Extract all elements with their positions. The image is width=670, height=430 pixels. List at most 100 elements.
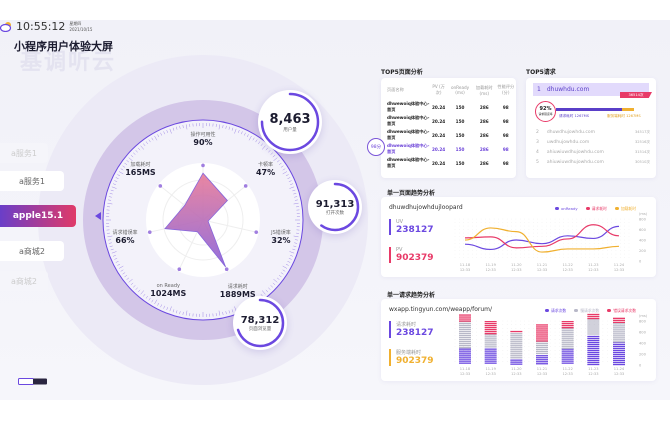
- dial-tick: [261, 290, 266, 295]
- bar-segment-请求次数: [484, 360, 497, 362]
- x-tick-label: 11-20 12:33: [511, 263, 522, 272]
- radar-axis-dot: [147, 230, 152, 234]
- dial-tick: [176, 310, 178, 314]
- bar-segment-请求次数: [484, 354, 497, 356]
- rank: 5: [536, 160, 539, 165]
- dial-tick: [225, 125, 227, 129]
- service-item[interactable]: a服务1: [0, 143, 48, 163]
- radar-label: JS错误率 32%: [271, 229, 291, 245]
- bar-segment-慢请求次数: [459, 339, 471, 341]
- bar-segment-慢请求次数: [484, 346, 497, 348]
- legend-item[interactable]: 加载耗时: [614, 206, 636, 212]
- legend-item[interactable]: 请求耗时: [585, 206, 607, 212]
- request-item[interactable]: 2 dhuwdhujowhdu.com 34517次: [536, 130, 650, 140]
- progress-ring: [310, 182, 360, 232]
- request-item[interactable]: 5 ahiuwiuwdhujowhdu.com 30510次: [536, 160, 650, 170]
- table-row[interactable]: dhwewoiq体验中心-首页 20.24 150 286 98: [381, 156, 516, 170]
- bar-segment-错误请求次数: [510, 330, 523, 333]
- bar-segment-请求次数: [613, 349, 625, 352]
- x-tick-label: 11-24 12:33: [614, 263, 625, 272]
- dial-tick: [137, 147, 141, 151]
- bar-segment-慢请求次数: [459, 325, 471, 327]
- bar-segment-错误请求次数: [561, 327, 574, 329]
- legend-item[interactable]: 慢请求次数: [574, 308, 599, 314]
- request-url: ahiuwiuwdhujowhdu.com: [546, 160, 604, 165]
- legend: onReady 请求耗时 加载耗时: [555, 206, 636, 212]
- kpi-value: 238127: [396, 328, 434, 338]
- bar-segment-请求次数: [484, 358, 497, 360]
- dial-tick: [282, 168, 286, 171]
- bar-segment-错误请求次数: [536, 336, 548, 338]
- table-row[interactable]: dhwewoiq体验中心-首页 20.24 150 286 98: [381, 142, 516, 156]
- legend-item[interactable]: onReady: [555, 206, 578, 212]
- rank: 3: [536, 140, 539, 145]
- bar-segment-请求次数: [587, 363, 600, 366]
- dial-tick: [225, 311, 227, 315]
- line-series-onReady: [464, 225, 620, 251]
- legend-item[interactable]: 错误请求次数: [607, 308, 636, 314]
- bar-segment-错误请求次数: [536, 324, 548, 326]
- radar-label-name: 卡顿率: [258, 162, 274, 169]
- dial-tick: [179, 311, 181, 315]
- radar-label: on Ready 1024MS: [150, 283, 186, 298]
- bar-segment-请求次数: [459, 356, 471, 358]
- service-item[interactable]: apple15.1: [0, 205, 76, 227]
- dial-tick: [111, 186, 117, 189]
- y-tick-label: 600: [639, 228, 647, 232]
- bar-segment-慢请求次数: [613, 339, 625, 341]
- request-count: 32516次: [634, 140, 650, 144]
- radar-label-name: on Ready: [156, 283, 180, 290]
- bar-segment-慢请求次数: [536, 352, 548, 355]
- bar-segment-错误请求次数: [587, 313, 600, 316]
- dial-tick: [272, 282, 276, 286]
- legend-label: onReady: [561, 206, 578, 211]
- column-header: 加载耗时 (ms): [475, 84, 493, 96]
- legend-item[interactable]: 请求次数: [545, 308, 566, 314]
- bar-segment-请求次数: [613, 347, 625, 350]
- dial-tick: [110, 189, 114, 192]
- request-count: 30510次: [634, 160, 650, 164]
- request-item[interactable]: 3 uwdhujowhdu.com 32516次: [536, 140, 650, 150]
- request-item[interactable]: 4 ahiuwiuwdhujowhdu.com 31514次: [536, 150, 650, 160]
- count-badge: 36514次: [620, 92, 652, 98]
- table-row[interactable]: dhwewoiq体验中心-首页 20.24 150 286 98: [381, 128, 516, 142]
- service-item[interactable]: a商城2: [0, 271, 48, 291]
- line-series-请求耗时: [464, 224, 620, 249]
- dial-tick: [294, 196, 298, 198]
- y-tick-label: 0: [639, 364, 642, 368]
- dial-tick: [234, 128, 237, 134]
- dial-tick: [143, 293, 146, 297]
- chart-title: dhuwdhujowhdujloopard: [389, 204, 463, 211]
- bar-segment-慢请求次数: [459, 333, 471, 335]
- bar-segment-慢请求次数: [613, 329, 625, 331]
- kpi-value: 902379: [396, 253, 434, 263]
- server-time-label: 服务端耗时 1267MS: [607, 114, 641, 118]
- bar-segment-慢请求次数: [510, 349, 523, 351]
- bar-segment-慢请求次数: [510, 351, 523, 353]
- dial-tick: [270, 285, 273, 288]
- y-axis-label: (ms): [639, 314, 648, 318]
- table-row[interactable]: dhwewoiq体验中心-首页 20.24 150 286 98: [381, 100, 516, 114]
- dial-tick: [280, 272, 284, 275]
- dial-tick: [288, 180, 292, 182]
- page-toggle[interactable]: [18, 378, 48, 386]
- bar-segment-慢请求次数: [561, 339, 574, 341]
- dial-tick: [166, 307, 168, 311]
- request-url: uwdhujowhdu.com: [546, 140, 590, 145]
- dial-tick: [172, 127, 175, 131]
- bar-segment-慢请求次数: [510, 335, 523, 337]
- table-row[interactable]: dhwewoiq体验中心-首页 20.24 150 286 98: [381, 114, 516, 128]
- bubble-label: 页面浏览量: [248, 326, 272, 332]
- dial-tick: [151, 137, 154, 141]
- bar-segment-慢请求次数: [459, 323, 471, 325]
- line-chart: 0 200 400 600 800 (ms) 11-18 12:33 11-19 12:33 11-…: [454, 212, 648, 272]
- dial-tick: [260, 143, 263, 147]
- dial-tick: [294, 199, 298, 201]
- service-item[interactable]: a服务1: [0, 171, 64, 191]
- y-tick-label: 400: [639, 239, 647, 243]
- dial-tick: [120, 269, 124, 272]
- dial-tick: [145, 295, 148, 299]
- dial-tick: [244, 132, 246, 136]
- service-item[interactable]: a商城2: [0, 241, 64, 261]
- legend-swatch: [585, 207, 590, 210]
